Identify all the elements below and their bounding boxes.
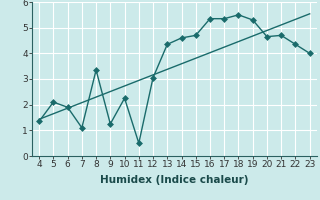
X-axis label: Humidex (Indice chaleur): Humidex (Indice chaleur) — [100, 175, 249, 185]
